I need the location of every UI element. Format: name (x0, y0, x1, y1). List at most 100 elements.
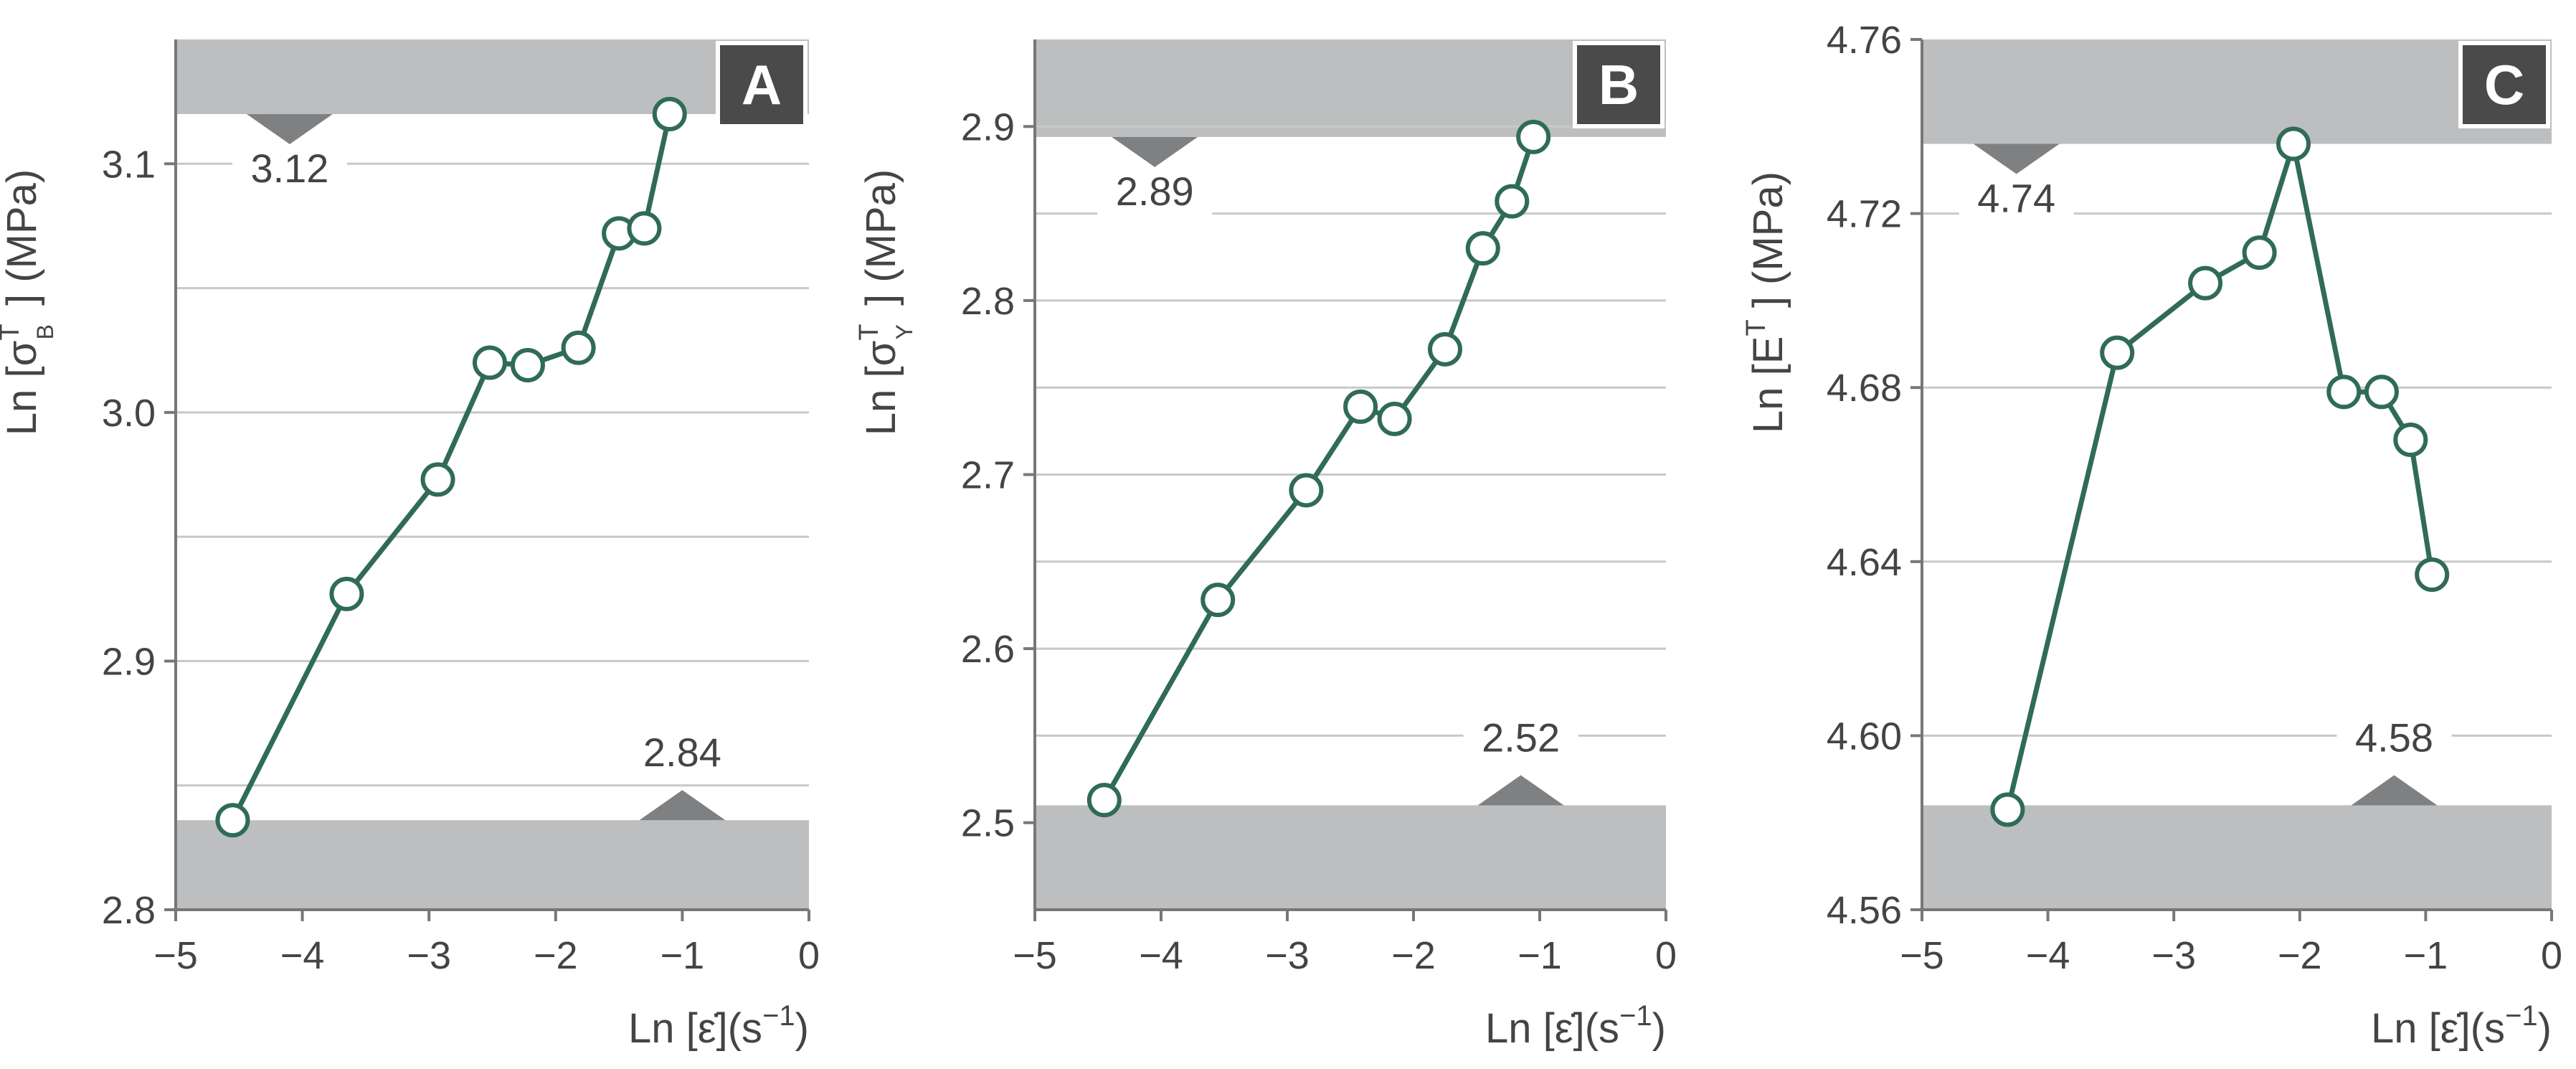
panel-a: 3.122.84−5 −4 −3 −2 −1 02.82.93.03.1Ln [ε̇](s… (0, 39, 820, 1052)
lower-limit-marker (639, 790, 726, 821)
upper-label-bg (1959, 176, 2074, 224)
y-axis-label: Ln [ET ] (MPa) (1741, 171, 1791, 433)
panel-b: 2.892.52−5 −4 −3 −2 −1 02.52.62.72.82.9Ln [ε̇… (854, 39, 1677, 1052)
x-tick-label: −3 (1265, 934, 1310, 977)
x-axis-label: Ln [ε̇](s−1) (628, 1000, 809, 1052)
upper-limit-marker (1112, 136, 1198, 167)
y-tick-label: 4.76 (1827, 19, 1902, 62)
data-point (1289, 473, 1324, 508)
data-point (1201, 583, 1236, 618)
x-tick-label: −5 (153, 934, 198, 977)
panel-badge-label: A (742, 53, 782, 116)
upper-limit-label: 4.74 (1977, 176, 2055, 221)
x-tick-label: −3 (2151, 934, 2196, 977)
x-tick-label: −1 (2404, 934, 2448, 977)
upper-limit-band (176, 39, 809, 114)
x-tick-label: −5 (1013, 934, 1057, 977)
data-point (561, 330, 596, 365)
upper-label-bg (232, 146, 347, 194)
y-axis-label-tail: ] (MPa) (0, 169, 45, 317)
lower-limit-label: 2.52 (1482, 715, 1560, 760)
y-axis-label-sup: T (1741, 319, 1771, 336)
y-axis-label-main: Ln [σ (0, 341, 45, 436)
x-tick-label: 0 (798, 934, 820, 977)
y-axis-label-tail: ] (MPa) (1745, 171, 1791, 319)
data-point (652, 96, 687, 131)
y-axis-label: Ln [σTB ] (MPa) (0, 169, 58, 435)
data-point (1516, 119, 1551, 154)
series-line (2005, 141, 2435, 811)
x-tick-label: −2 (534, 934, 578, 977)
series-line (230, 113, 673, 821)
data-point (1086, 783, 1122, 818)
panel-badge (2463, 45, 2546, 124)
upper-limit-marker (1973, 143, 2060, 174)
y-axis-label-sub: Y (891, 324, 917, 339)
x-tick-label: −4 (280, 934, 325, 977)
y-tick-label: 4.60 (1827, 715, 1902, 758)
data-point (1495, 184, 1530, 219)
data-point (329, 576, 364, 611)
lower-limit-band (176, 820, 809, 910)
data-point (1428, 331, 1462, 367)
lower-limit-band (1035, 805, 1666, 910)
panel-c: 4.744.58−5 −4 −3 −2 −1 04.564.604.644.684.724… (1741, 19, 2562, 1052)
y-tick-label: 3.0 (102, 392, 156, 435)
data-point (2100, 335, 2135, 370)
y-axis-label-main: Ln [E (1745, 336, 1791, 433)
panel-badge-label: C (2484, 53, 2524, 116)
x-axis-label-tail: ) (1652, 1005, 1666, 1052)
y-tick-label: 3.1 (102, 143, 156, 186)
x-axis-label-main: Ln [ε̇](s (1485, 1005, 1619, 1052)
y-tick-label: 4.68 (1827, 367, 1902, 410)
y-tick-label: 2.8 (961, 280, 1015, 323)
lower-limit-label: 2.84 (643, 730, 721, 775)
upper-limit-band (1922, 39, 2552, 144)
panel-badge (720, 45, 803, 124)
x-tick-label: −2 (2278, 934, 2322, 977)
data-point (215, 803, 250, 838)
data-point (2364, 375, 2399, 410)
y-tick-label: 4.56 (1827, 889, 1902, 932)
lower-limit-band (1922, 805, 2552, 910)
data-point (2242, 235, 2277, 270)
x-tick-label: −3 (407, 934, 451, 977)
y-tick-label: 2.6 (961, 628, 1015, 671)
upper-label-bg (1097, 169, 1213, 217)
y-axis-label-main: Ln [σ (858, 341, 904, 436)
x-axis-label-tail: ) (2538, 1005, 2552, 1052)
y-tick-label: 2.7 (961, 454, 1015, 497)
data-point (510, 348, 545, 383)
lower-label-bg (625, 730, 740, 778)
y-axis-label-sup: T (854, 324, 884, 340)
upper-limit-marker (246, 113, 333, 144)
data-point (2276, 126, 2311, 161)
x-axis-label-sup: −1 (2505, 1000, 2538, 1032)
data-point (1990, 792, 2025, 827)
upper-limit-band (1035, 39, 1666, 137)
lower-label-bg (2336, 715, 2452, 763)
y-tick-label: 4.72 (1827, 193, 1902, 236)
x-axis-label: Ln [ε̇](s−1) (1485, 1000, 1666, 1052)
data-point (1377, 401, 1412, 436)
y-tick-label: 2.5 (961, 802, 1015, 845)
x-tick-label: −1 (660, 934, 705, 977)
y-axis-label-sub: B (32, 324, 58, 339)
y-axis-label-tail: ] (MPa) (858, 169, 904, 317)
x-axis-label: Ln [ε̇](s−1) (2371, 1000, 2552, 1052)
lower-limit-label: 4.58 (2355, 715, 2433, 760)
x-axis-label-sup: −1 (1619, 1000, 1652, 1032)
y-axis-label: Ln [σT Y ] (MPa) (854, 169, 917, 435)
series-line (1102, 136, 1536, 801)
panel-badge (1577, 45, 1660, 124)
data-point (2188, 265, 2223, 301)
upper-limit-label: 3.12 (250, 146, 328, 191)
lower-label-bg (1463, 715, 1578, 763)
data-point (420, 462, 455, 497)
lower-limit-marker (2351, 775, 2438, 806)
data-point (2415, 557, 2450, 592)
data-point (2393, 422, 2428, 457)
x-tick-label: 0 (1655, 934, 1677, 977)
x-tick-label: −4 (1139, 934, 1183, 977)
